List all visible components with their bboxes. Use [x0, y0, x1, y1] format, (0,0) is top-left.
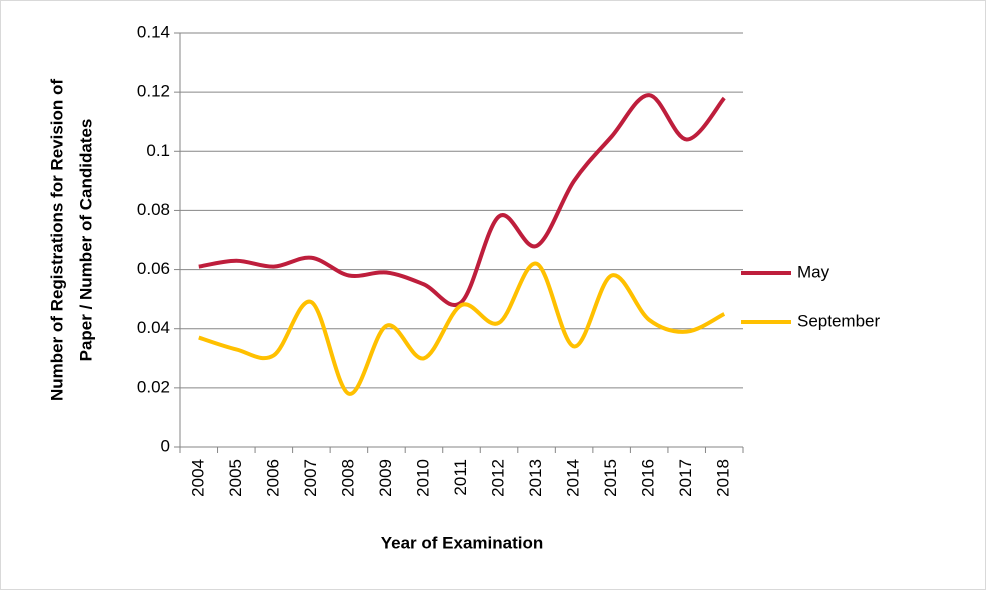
x-tick-label: 2014	[564, 459, 583, 497]
x-tick-label: 2016	[639, 459, 658, 497]
y-tick-label: 0	[161, 436, 170, 455]
y-tick-label: 0.12	[137, 82, 170, 101]
line-series	[198, 93, 726, 307]
x-tick-label: 2013	[526, 459, 545, 497]
y-tick-label: 0.14	[137, 22, 170, 41]
y-tick-label: 0.06	[137, 259, 170, 278]
x-tick-label: 2010	[413, 459, 432, 497]
x-tick-label: 2008	[338, 459, 357, 497]
x-tick-label: 2017	[676, 459, 695, 497]
x-tick-label: 2011	[451, 459, 470, 496]
x-tick-label: 2006	[263, 459, 282, 497]
y-tick-label: 0.08	[137, 200, 170, 219]
y-tick-label: 0.02	[137, 377, 170, 396]
x-axis-title: Year of Examination	[381, 533, 544, 552]
y-tick-label: 0.04	[137, 318, 170, 337]
x-tick-label: 2009	[376, 459, 395, 497]
y-tick-label: 0.1	[146, 141, 170, 160]
y-axis-title: Number of Registrations for Revision of	[47, 79, 66, 401]
x-tick-label: 2005	[226, 459, 245, 497]
x-tick-label: 2018	[714, 459, 733, 497]
y-axis-title: Paper / Number of Candidates	[76, 119, 95, 362]
x-tick-label: 2012	[489, 459, 508, 497]
legend-label: September	[797, 311, 880, 330]
line-series	[198, 261, 726, 396]
x-tick-label: 2004	[188, 459, 207, 497]
x-tick-label: 2007	[301, 459, 320, 497]
x-tick-label: 2015	[601, 459, 620, 497]
legend-label: May	[797, 262, 830, 281]
